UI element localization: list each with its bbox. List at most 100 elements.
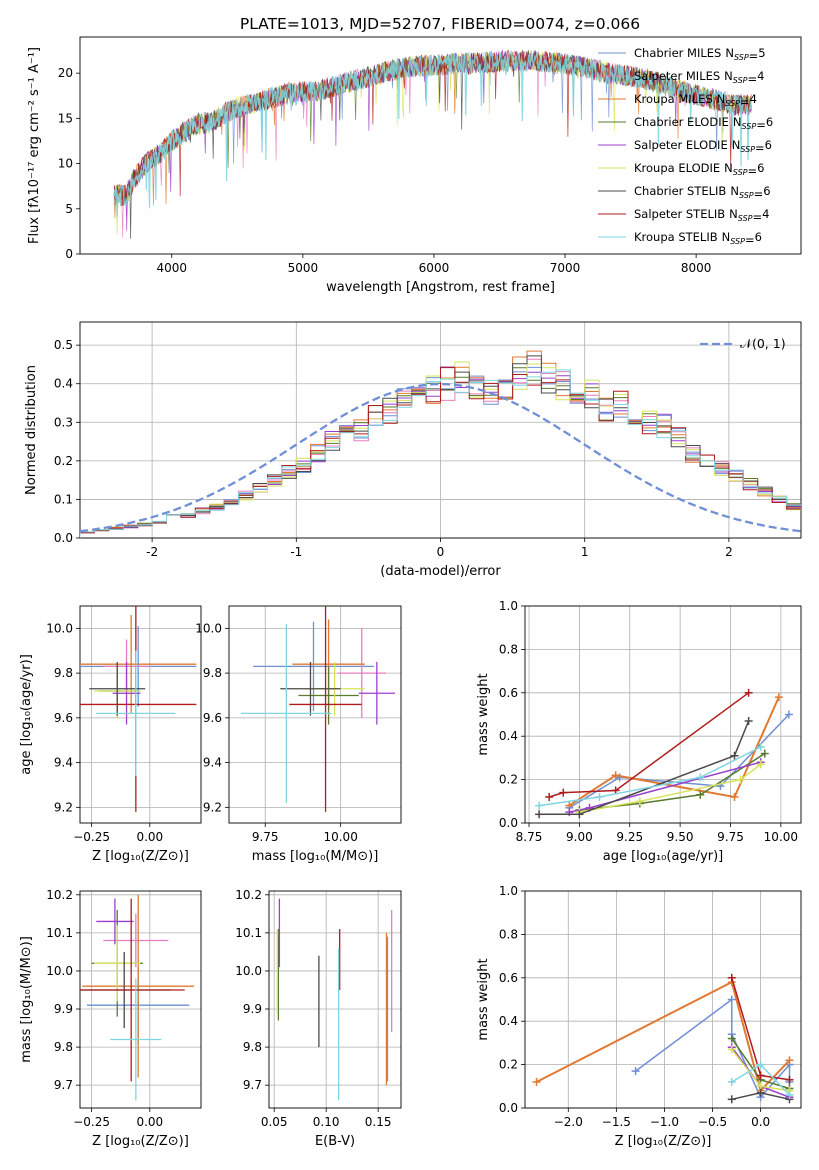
axes-frame-age-vs-mass (228, 605, 402, 824)
y-tick-label: 9.9 (243, 1002, 262, 1016)
legend-equals: = (747, 164, 757, 178)
y-tick-label: 9.2 (54, 800, 73, 814)
legend-model-name: Kroupa ELODIE (634, 161, 720, 175)
x-tick-label: −1.5 (602, 1115, 631, 1129)
x-axis-label: wavelength [Angstrom, rest frame] (326, 280, 555, 295)
y-tick-label: 10.0 (235, 964, 262, 978)
legend-equals: = (755, 141, 765, 155)
legend-nssp-value: 6 (755, 230, 762, 244)
x-tick-label: 10.00 (323, 830, 357, 844)
y-tick-label: 0.3 (54, 415, 73, 429)
errorbar-point (358, 661, 395, 725)
x-tick-label: −0.5 (698, 1115, 727, 1129)
x-tick-label: 0.10 (313, 1115, 340, 1129)
y-tick-label: 0.0 (499, 1101, 518, 1115)
legend-model-name: Salpeter ELODIE (634, 138, 728, 152)
y-tick-label: 0.8 (499, 642, 518, 656)
y-tick-label: 0.6 (499, 686, 518, 700)
legend-nssp-sub: SSP (725, 99, 740, 108)
errorbars-age-vs-mass (241, 606, 395, 812)
lines-weight-vs-age (535, 688, 793, 819)
legend-model-name: Chabrier STELIB (634, 184, 726, 198)
errorbar-point (241, 623, 332, 803)
x-axis-label: Z [log₁₀(Z/Z⊙)] (92, 1134, 189, 1149)
x-tick-label: 9.25 (616, 830, 643, 844)
y-axis-label: mass weight (476, 958, 491, 1040)
axes-age-vs-mass: 9.75 10.00 9.2 9.4 9.6 9.8 10.0 mass [log₁₀(M/M… (195, 605, 402, 864)
y-tick-label: 0.2 (499, 773, 518, 787)
y-tick-label: 9.7 (54, 1078, 73, 1092)
x-tick-label: 0.15 (365, 1115, 392, 1129)
legend-nssp-value: 6 (757, 161, 764, 175)
x-tick-label: 10.00 (764, 830, 798, 844)
legend-label: 𝒩(0, 1) (740, 336, 786, 351)
y-tick-label: 9.4 (203, 756, 222, 770)
legend-nssp-value: 6 (765, 138, 772, 152)
x-axis-label: Z [log₁₀(Z/Z⊙)] (92, 849, 189, 864)
axes-mass-vs-Z: −0.25 0.00 9.7 9.8 9.9 10.0 10.1 10.2 Z [log₁₀(Z… (19, 888, 202, 1149)
x-tick-label: 0.05 (261, 1115, 288, 1129)
y-axis-label: Normed distribution (24, 365, 39, 495)
errorbar-point (110, 978, 162, 1101)
legend-label: Kroupa MILES NSSP=4 (634, 92, 757, 109)
y-tick-label: 10.2 (235, 888, 262, 902)
legend-label: Salpeter MILES NSSP=4 (634, 69, 764, 86)
x-axis-label: E(B-V) (315, 1134, 355, 1149)
errorbar-point (96, 650, 176, 777)
legend-equals: = (756, 118, 766, 132)
x-tick-label: −0.25 (73, 830, 110, 844)
legend-nssp-sub: SSP (740, 145, 755, 154)
legend-nssp-sub: SSP (733, 168, 748, 177)
legend-label: Chabrier MILES NSSP=5 (634, 46, 766, 63)
legend-nssp-sub: SSP (739, 191, 754, 200)
errorbars-mass-vs-ebv (276, 898, 393, 1101)
legend-equals: = (754, 187, 764, 201)
y-tick-label: 0.2 (54, 454, 73, 468)
legend-model-name: Chabrier MILES (634, 46, 721, 60)
legend-label: Chabrier STELIB NSSP=6 (634, 184, 771, 201)
x-tick-label: 8.75 (516, 830, 543, 844)
y-axis-label: mass weight (476, 673, 491, 755)
y-tick-label: 0 (65, 247, 73, 261)
x-tick-label: 7000 (550, 261, 581, 275)
axes-frame-weight-vs-Z (524, 890, 802, 1109)
x-tick-label: 9.75 (252, 830, 279, 844)
y-tick-label: 0.0 (499, 816, 518, 830)
errorbar-point (96, 898, 134, 945)
y-tick-label: 0.4 (499, 729, 518, 743)
y-tick-label: 9.8 (203, 666, 222, 680)
x-tick-label: −1.0 (650, 1115, 679, 1129)
x-tick-label: 8000 (681, 261, 712, 275)
legend-equals: = (749, 49, 759, 63)
x-axis-label: mass [log₁₀(M/M⊙)] (252, 849, 379, 864)
histogram-step (80, 369, 801, 538)
errorbar-point (337, 628, 386, 718)
x-tick-label: 6000 (419, 261, 450, 275)
legend-nssp-value: 4 (750, 92, 757, 106)
spectrum-model-line (113, 50, 752, 217)
y-tick-label: 10 (58, 157, 73, 171)
axes-frame-weight-vs-age (524, 605, 802, 824)
errorbar-point (80, 614, 197, 714)
y-tick-label: 9.8 (54, 666, 73, 680)
y-tick-label: 10.1 (235, 926, 262, 940)
legend-equals: = (740, 95, 750, 109)
y-tick-label: 10.1 (46, 926, 73, 940)
legend-nssp-prefix: N (717, 92, 726, 106)
errorbar-point (298, 666, 359, 725)
y-tick-label: 9.8 (54, 1040, 73, 1054)
y-tick-label: 15 (58, 111, 73, 125)
legend-nssp-prefix: N (724, 69, 733, 83)
legend-nssp-sub: SSP (734, 53, 749, 62)
y-axis-label: age [log₁₀(age/yr)] (19, 654, 34, 775)
y-tick-label: 0.1 (54, 492, 73, 506)
legend-nssp-value: 5 (758, 46, 765, 60)
legend-model-name: Kroupa MILES (634, 92, 713, 106)
errorbars-mass-vs-Z (80, 894, 195, 1101)
axes-spectrum: 4000 5000 6000 7000 8000 0 5 10 15 20 wavelength [… (27, 36, 802, 295)
x-tick-label: 0 (437, 545, 445, 559)
legend-label: Kroupa ELODIE NSSP=6 (634, 161, 764, 178)
